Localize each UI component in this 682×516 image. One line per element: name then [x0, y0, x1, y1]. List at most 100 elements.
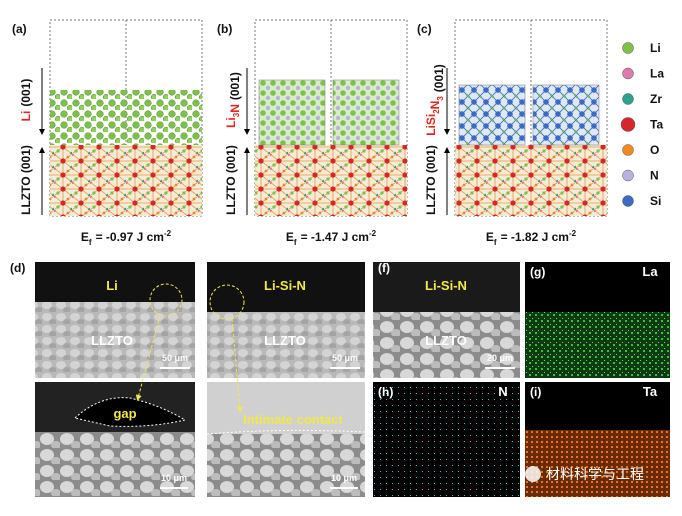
energy-subscript: f [294, 238, 297, 247]
panel-label: (b) [217, 22, 232, 36]
legend-label: Ta [650, 118, 663, 132]
feature-label: gap [113, 406, 136, 421]
formation-energy: Ef = -1.82 J cm-2 [486, 229, 577, 247]
film-orientation: (001) [19, 79, 33, 107]
film-structure [458, 84, 526, 146]
film-structure [332, 79, 400, 146]
film-orientation: (001) [228, 72, 242, 100]
legend-marker [622, 93, 634, 105]
image [35, 262, 195, 302]
legend-label: N [650, 169, 659, 183]
film-label: LiSi2N3 (001) [424, 64, 446, 136]
legend: Li La Zr Ta ON Si [620, 41, 664, 208]
energy-symbol: E [81, 230, 89, 244]
legend-label: Zr [650, 92, 662, 106]
film-structure [50, 90, 202, 145]
panel-label: (g) [530, 265, 545, 279]
legend-marker [620, 117, 636, 132]
image [373, 382, 520, 497]
formula-subscript: 3 [232, 112, 241, 117]
legend-marker [622, 67, 634, 80]
watermark-icon [525, 466, 541, 482]
energy-text: = -1.47 J cm [301, 230, 369, 244]
panel-label: (f) [378, 261, 390, 275]
panel-label: (h) [378, 385, 393, 399]
substrate-label: LLZTO (001) [424, 145, 438, 215]
legend-label: La [650, 67, 664, 81]
highlight [209, 284, 245, 320]
image [207, 434, 365, 497]
panel-label: (d) [10, 261, 25, 275]
substrate-label: LLZTO (001) [19, 145, 33, 215]
formula-part: N [428, 101, 442, 110]
element-label: N [498, 384, 507, 399]
legend-marker [622, 42, 634, 54]
formation-energy: Ef = -0.97 J cm-2 [81, 229, 172, 247]
panel-label: (e) [212, 261, 227, 275]
panel-label: (i) [530, 385, 541, 399]
image [35, 432, 195, 497]
image [525, 312, 670, 378]
panel-label: (a) [12, 22, 27, 36]
film-label: Li3N (001) [224, 72, 242, 128]
gap-outline [73, 397, 187, 427]
structure-panel: (b) Li3N (001) LLZTO (001) Ef = -1.47 J cm-2 [217, 19, 408, 247]
scale-label: 10 μm [161, 473, 187, 483]
formula-part: Li [224, 117, 238, 128]
substrate-label: LLZTO (001) [224, 145, 238, 215]
legend-marker [622, 144, 634, 156]
structure-panel: (c) LiSi2N3 (001) LLZTO (001) Ef = -1.82 J cm… [417, 19, 608, 247]
energy-symbol: E [486, 230, 494, 244]
formula-part: N [228, 104, 242, 113]
sem-images [35, 262, 670, 497]
scale-label: 20 μm [487, 353, 513, 363]
formula-part: LiSi [424, 114, 438, 136]
image [35, 302, 195, 378]
image [525, 382, 670, 430]
film-structure [532, 84, 600, 146]
arrow [231, 318, 243, 413]
legend-label: O [650, 143, 659, 157]
structure-panels: (a)Li(001)LLZTO (001)Ef = -0.97 J cm-2(b)… [12, 19, 608, 247]
feature-label: Intimate contact [243, 412, 343, 427]
image [207, 262, 365, 312]
structure-panel: (a) Li (001) LLZTO (001) Ef = -0.97 J cm-2 [12, 19, 203, 247]
energy-subscript: f [494, 238, 497, 247]
element-label: Ta [643, 384, 658, 399]
energy-superscript: -2 [164, 229, 172, 238]
scale-label: 10 μm [331, 473, 357, 483]
film-orientation: (001) [432, 64, 446, 92]
highlight [149, 283, 183, 317]
film-structure [258, 79, 326, 146]
layer-label: LLZTO [425, 333, 467, 348]
formula-subscript: 3 [436, 96, 445, 101]
image [207, 382, 365, 434]
energy-superscript: -2 [369, 229, 377, 238]
formula-subscript: 2 [432, 109, 441, 114]
energy-superscript: -2 [569, 229, 577, 238]
arrow [135, 315, 161, 401]
image [525, 262, 670, 312]
legend-marker [622, 169, 634, 182]
panel-label: (c) [417, 22, 432, 36]
layer-label: Li [106, 278, 118, 293]
legend-label: Li [650, 41, 661, 55]
formation-energy: Ef = -1.47 J cm-2 [286, 229, 377, 247]
legend-marker [622, 195, 634, 207]
legend-label: Si [650, 194, 661, 208]
layer-label: LLZTO [264, 333, 306, 348]
energy-subscript: f [89, 238, 92, 247]
image [373, 262, 520, 312]
layer-label: Li-Si-N [264, 278, 306, 293]
scale-label: 50 μm [332, 353, 358, 363]
interface [206, 429, 366, 435]
energy-symbol: E [286, 230, 294, 244]
element-label: La [642, 264, 658, 279]
film-label: Li (001) [19, 79, 33, 122]
layer-label: Li-Si-N [425, 278, 467, 293]
energy-text: = -0.97 J cm [96, 230, 164, 244]
energy-text: = -1.82 J cm [501, 230, 569, 244]
formula-part: Li [19, 111, 33, 122]
substrate-structure [50, 145, 202, 216]
